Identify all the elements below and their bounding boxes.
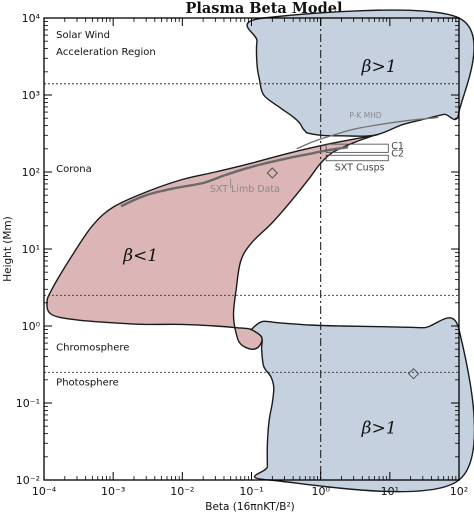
- curve-p-k-mhd: [296, 116, 439, 150]
- x-tick-label: 10⁻¹: [239, 485, 263, 498]
- beta-label-lower: β>1: [361, 419, 397, 439]
- x-tick-label: 10²: [450, 485, 468, 498]
- beta-label-upper: β>1: [361, 57, 397, 77]
- curve-sxt-limb-data: [120, 146, 349, 208]
- region-label: Corona: [56, 164, 92, 175]
- cusp-box: [325, 143, 389, 153]
- beta-region-lower: [249, 317, 474, 493]
- diamond-marker: [266, 167, 279, 179]
- x-tick-label: 10⁻³: [101, 485, 125, 498]
- x-tick-label: 10¹: [381, 485, 399, 498]
- y-tick-label: 10⁻¹: [16, 397, 40, 410]
- diamond-marker: [407, 368, 420, 380]
- y-tick-label: 10²: [22, 166, 40, 179]
- region-label: Acceleration Region: [56, 47, 156, 58]
- y-tick-label: 10⁰: [22, 320, 41, 333]
- axis-ticks: 10⁻⁴ 10⁻³ 10⁻² 10⁻¹ 10⁰ 10¹ 10² 10⁻² 10⁻¹ 10⁰ 10¹ 1…: [16, 12, 468, 498]
- y-tick-label: 10⁴: [22, 12, 41, 25]
- y-tick-label: 10⁻²: [16, 474, 40, 487]
- annotations: Solar Wind Acceleration Region Corona Chrom…: [56, 30, 404, 439]
- annotation-p-k-mhd: P-K MHD: [349, 111, 381, 120]
- region-label: Photosphere: [56, 377, 119, 388]
- data-curves: [120, 116, 439, 380]
- annotation-sxt-cusps: SXT Cusps: [335, 162, 385, 173]
- y-axis-label: Height (Mm): [2, 216, 14, 282]
- beta-label-middle: β<1: [122, 246, 158, 266]
- annotation-sxt-limb-data: SXT Limb Data: [210, 184, 280, 195]
- beta-region-middle: [46, 133, 379, 350]
- region-label: Chromosphere: [56, 343, 129, 354]
- reference-lines: [44, 18, 459, 480]
- x-tick-label: 10⁰: [311, 485, 330, 498]
- annotation-c1: C1: [391, 141, 404, 152]
- beta-regions: [46, 9, 474, 493]
- annotation-c2: C2: [391, 148, 404, 159]
- cusp-box: [325, 154, 389, 162]
- chart-title: Plasma Beta Model: [186, 0, 343, 17]
- y-tick-label: 10¹: [22, 243, 40, 256]
- region-label: Solar Wind: [56, 30, 110, 41]
- x-tick-label: 10⁻²: [170, 485, 194, 498]
- x-axis-label: Beta (16πnKT/B²): [205, 501, 295, 513]
- y-tick-label: 10³: [22, 89, 40, 102]
- x-tick-label: 10⁻⁴: [32, 485, 57, 498]
